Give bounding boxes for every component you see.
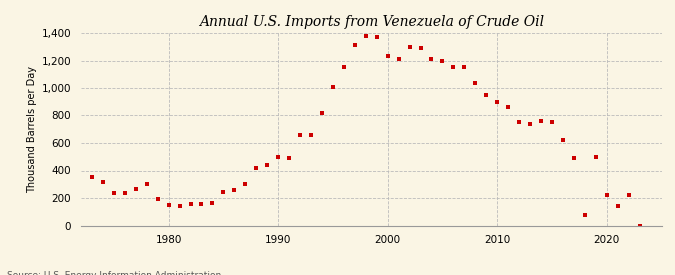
Title: Annual U.S. Imports from Venezuela of Crude Oil: Annual U.S. Imports from Venezuela of Cr… — [198, 15, 544, 29]
Y-axis label: Thousand Barrels per Day: Thousand Barrels per Day — [28, 66, 38, 193]
Text: Source: U.S. Energy Information Administration: Source: U.S. Energy Information Administ… — [7, 271, 221, 275]
